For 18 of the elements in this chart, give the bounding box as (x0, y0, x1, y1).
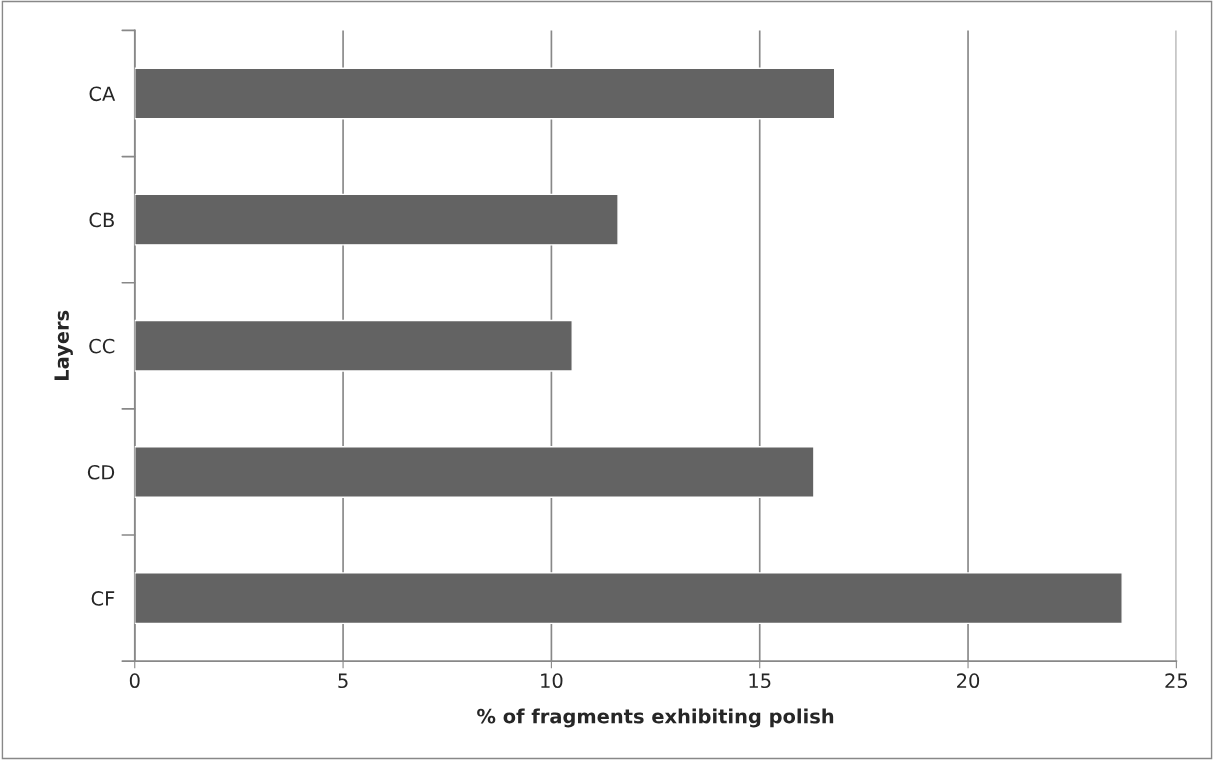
x-tick-label: 5 (338, 673, 348, 689)
x-tick-label: 25 (1165, 673, 1188, 689)
bar (134, 319, 573, 372)
x-tick-label: 10 (541, 673, 563, 689)
y-tick-label: CF (91, 591, 115, 606)
bar (134, 193, 619, 246)
y-tick-label: CB (89, 212, 114, 228)
y-axis-title: Layers (54, 310, 73, 380)
y-tick-label: CC (89, 338, 115, 354)
x-tick-label: 20 (957, 673, 980, 689)
bar (134, 67, 836, 120)
x-tick-label: 15 (749, 673, 771, 689)
y-tick-label: CD (87, 464, 115, 480)
x-tick-label: 0 (129, 673, 140, 689)
bar (134, 446, 815, 498)
bar (134, 572, 1123, 625)
y-tick-label: CA (89, 86, 116, 102)
x-axis-title: % of fragments exhibiting polish (477, 708, 834, 728)
